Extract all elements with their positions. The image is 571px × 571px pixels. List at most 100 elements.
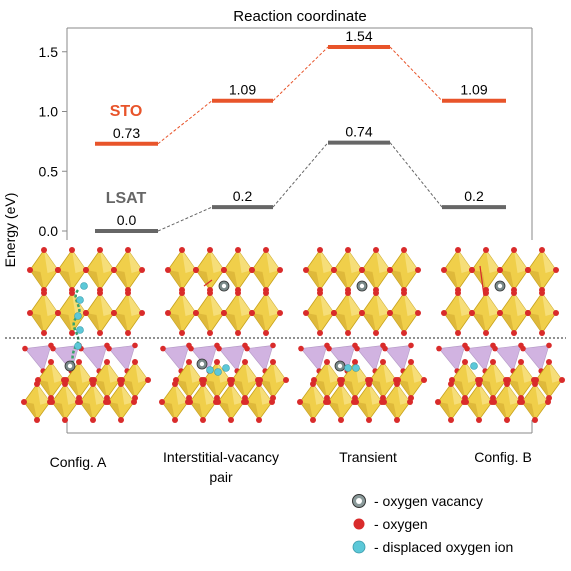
connector-lsat [272, 142, 329, 208]
octahedron [381, 381, 413, 423]
oxygen-vacancy [494, 280, 506, 292]
displaced-oxygen [76, 326, 84, 334]
value-label-lsat: 0.2 [464, 188, 484, 204]
crystal-structures [21, 247, 565, 423]
oxygen-atom [207, 330, 213, 336]
oxygen-atom [179, 290, 185, 296]
legend-vacancy-label: - oxygen vacancy [374, 493, 483, 509]
oxygen-atom [373, 330, 379, 336]
connector-sto [157, 100, 213, 145]
y-tick-label: 0.0 [39, 223, 59, 239]
oxygen-atom [90, 417, 96, 423]
oxygen-atom [221, 310, 227, 316]
oxygen-atom [345, 330, 351, 336]
octahedron [215, 381, 247, 423]
displaced-oxygen [214, 368, 222, 376]
config-label-b: Config. B [474, 449, 532, 465]
oxygen-atom [62, 381, 68, 387]
octahedron [359, 290, 393, 336]
oxygen-atom [34, 417, 40, 423]
octahedron [525, 290, 559, 336]
oxygen-atom [310, 381, 316, 387]
oxygen-atom [559, 377, 565, 383]
oxygen-atom [407, 399, 413, 405]
oxygen-atom [263, 330, 269, 336]
octahedron [111, 247, 145, 293]
oxygen-atom [520, 345, 526, 352]
oxygen-atom [200, 417, 206, 423]
oxygen-atom [221, 267, 227, 273]
octahedron [311, 359, 343, 401]
oxygen-atom [469, 267, 475, 273]
oxygen-atom [21, 399, 27, 405]
oxygen-atom [207, 247, 213, 253]
oxygen-atom [139, 310, 145, 316]
oxygen-vacancy [334, 360, 346, 372]
oxygen-atom [172, 417, 178, 423]
oxygen-atom [139, 267, 145, 273]
oxygen-atom [359, 267, 365, 273]
octahedron [359, 247, 393, 293]
oxygen-atom [22, 345, 28, 352]
oxygen-atom [483, 247, 489, 253]
oxygen-atom [48, 359, 54, 365]
oxygen-atom [317, 247, 323, 253]
oxygen-atom [310, 417, 316, 423]
oxygen-atom [83, 310, 89, 316]
oxygen-atom [106, 345, 112, 352]
level-connectors [157, 46, 443, 232]
value-label-sto: 1.09 [229, 82, 256, 98]
oxygen-atom [27, 267, 33, 273]
oxygen-atom [69, 330, 75, 336]
oxygen-atom [504, 417, 510, 423]
legend-displaced-oxygen-icon [352, 540, 366, 554]
oxygen-atom [324, 359, 330, 365]
config-label-a: Config. A [50, 454, 107, 470]
legend: - oxygen vacancy - oxygen - displaced ox… [352, 493, 513, 555]
oxygen-atom [256, 417, 262, 423]
octahedron [325, 381, 357, 423]
octahedron [477, 359, 509, 401]
oxygen-atom [283, 377, 289, 383]
oxygen-atom [186, 359, 192, 365]
oxygen-atom [483, 330, 489, 336]
oxygen-atom [345, 247, 351, 253]
displaced-oxygen [76, 296, 84, 304]
oxygen-atom [455, 330, 461, 336]
oxygen-atom [317, 290, 323, 296]
series-label-lsat: LSAT [106, 190, 147, 207]
energy-levels [95, 44, 506, 233]
oxygen-atom [263, 290, 269, 296]
y-tick-label: 0.5 [39, 163, 59, 179]
oxygen-atom [338, 417, 344, 423]
oxygen-atom [408, 359, 414, 365]
value-label-sto: 0.73 [113, 125, 140, 141]
oxygen-atom [34, 381, 40, 387]
value-label-sto: 1.09 [460, 82, 487, 98]
displaced-oxygen [206, 366, 214, 374]
oxygen-atom [263, 247, 269, 253]
structure-interstitial-vacancy-pair [159, 247, 289, 423]
oxygen-atom [215, 399, 221, 405]
plot-frame [66, 27, 533, 240]
oxygen-atom [187, 399, 193, 405]
connector-sto [272, 46, 329, 102]
oxygen-atom [104, 359, 110, 365]
octahedron [63, 359, 95, 401]
oxygen-atom [269, 399, 275, 405]
oxygen-atom [469, 310, 475, 316]
oxygen-atom [77, 399, 83, 405]
oxygen-atom [511, 247, 517, 253]
oxygen-atom [131, 399, 137, 405]
tetrahedron [492, 342, 524, 374]
displaced-oxygen [344, 364, 352, 372]
tetrahedron [298, 342, 330, 374]
connector-lsat [389, 142, 443, 208]
oxygen-atom [448, 417, 454, 423]
octahedron [105, 381, 137, 423]
oxygen-atom [331, 310, 337, 316]
oxygen-vacancy [218, 280, 230, 292]
oxygen-atom [125, 290, 131, 296]
oxygen-atom [303, 267, 309, 273]
